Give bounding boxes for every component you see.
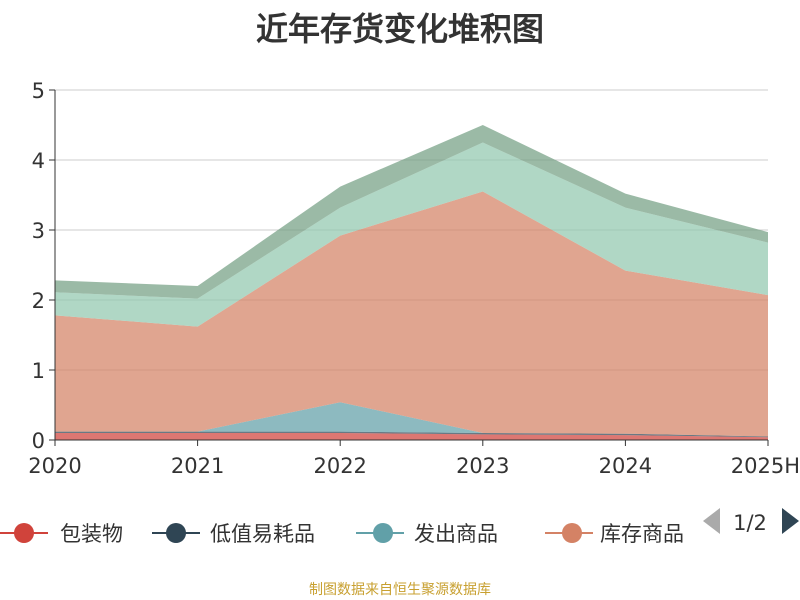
legend-marker-icon bbox=[373, 523, 393, 543]
legend-marker-icon bbox=[14, 523, 34, 543]
legend-marker-icon bbox=[166, 523, 186, 543]
area-series-2 bbox=[55, 402, 768, 437]
legend-item-3[interactable]: 库存商品 bbox=[545, 522, 684, 546]
x-tick-label: 2022 bbox=[313, 454, 366, 478]
area-series-4 bbox=[55, 142, 768, 327]
y-tick-label: 5 bbox=[32, 79, 45, 103]
area-series-0 bbox=[55, 433, 768, 440]
x-tick-label: 2021 bbox=[171, 454, 224, 478]
area-series-1 bbox=[55, 431, 768, 438]
area-series-3 bbox=[55, 191, 768, 437]
legend-page-indicator: 1/2 bbox=[733, 511, 767, 535]
y-tick-label: 0 bbox=[32, 429, 45, 453]
legend-item-1[interactable]: 低值易耗品 bbox=[152, 522, 315, 546]
legend-prev-icon[interactable] bbox=[703, 508, 720, 534]
legend-label: 发出商品 bbox=[414, 522, 498, 546]
x-tick-label: 2020 bbox=[28, 454, 81, 478]
y-tick-label: 1 bbox=[32, 359, 45, 383]
chart-title: 近年存货变化堆积图 bbox=[255, 10, 544, 48]
legend-marker-icon bbox=[562, 523, 582, 543]
y-tick-label: 3 bbox=[32, 219, 45, 243]
area-series-5 bbox=[55, 125, 768, 299]
legend-pager: 1/2 bbox=[703, 508, 799, 535]
x-tick-labels: 2020 2021 2022 2023 2024 2025H bbox=[28, 454, 800, 478]
x-tick-label: 2023 bbox=[456, 454, 509, 478]
y-tick-labels: 0 1 2 3 4 5 bbox=[32, 79, 45, 453]
axes bbox=[49, 89, 769, 446]
data-source-note: 制图数据来自恒生聚源数据库 bbox=[309, 582, 491, 598]
legend-label: 低值易耗品 bbox=[210, 522, 315, 546]
y-tick-label: 2 bbox=[32, 289, 45, 313]
legend-item-0[interactable]: 包装物 bbox=[0, 522, 123, 546]
x-tick-label: 2025H bbox=[731, 454, 800, 478]
legend-item-2[interactable]: 发出商品 bbox=[356, 522, 498, 546]
x-tick-label: 2024 bbox=[599, 454, 652, 478]
legend-label: 库存商品 bbox=[600, 522, 684, 546]
y-tick-label: 4 bbox=[32, 149, 45, 173]
area-series bbox=[55, 125, 768, 440]
legend-label: 包装物 bbox=[60, 522, 123, 546]
legend-next-icon[interactable] bbox=[782, 508, 799, 534]
legend: 包装物 低值易耗品 发出商品 库存商品 bbox=[0, 522, 684, 546]
